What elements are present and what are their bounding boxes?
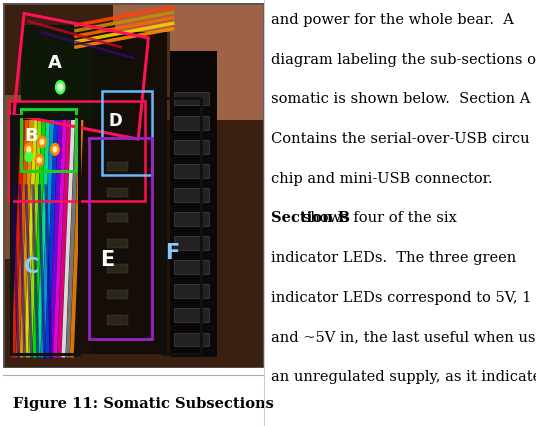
Circle shape xyxy=(53,147,57,153)
Bar xyxy=(174,213,210,227)
Text: D: D xyxy=(108,112,122,130)
Text: chip and mini-USB connector.: chip and mini-USB connector. xyxy=(271,171,492,185)
Circle shape xyxy=(35,155,43,167)
Text: B: B xyxy=(25,127,38,144)
Circle shape xyxy=(38,158,41,164)
Bar xyxy=(89,139,152,340)
Bar xyxy=(174,116,210,130)
Text: Contains the serial-over-USB circu: Contains the serial-over-USB circu xyxy=(271,132,530,146)
Circle shape xyxy=(27,147,31,153)
Text: shows four of the six: shows four of the six xyxy=(299,211,457,225)
Bar xyxy=(107,188,128,197)
Bar xyxy=(107,214,128,223)
Bar xyxy=(21,110,76,172)
Circle shape xyxy=(57,84,63,92)
Text: F: F xyxy=(166,242,180,262)
Bar xyxy=(162,99,202,354)
Text: indicator LEDs.  The three green: indicator LEDs. The three green xyxy=(271,250,516,265)
Circle shape xyxy=(51,144,59,156)
Bar xyxy=(174,236,210,250)
Text: Section B: Section B xyxy=(271,211,349,225)
Circle shape xyxy=(40,140,44,145)
Bar xyxy=(174,141,210,154)
Bar xyxy=(113,4,264,121)
Bar xyxy=(174,164,210,178)
Text: diagram labeling the sub-sections o: diagram labeling the sub-sections o xyxy=(271,52,535,66)
Bar xyxy=(174,333,210,347)
Bar xyxy=(11,117,79,354)
Bar xyxy=(107,265,128,274)
Circle shape xyxy=(25,152,33,162)
Bar xyxy=(21,26,115,121)
Bar xyxy=(3,95,21,259)
Text: and power for the whole bear.  A: and power for the whole bear. A xyxy=(271,13,513,27)
Bar xyxy=(107,290,128,299)
Text: indicator LEDs correspond to 5V, 1: indicator LEDs correspond to 5V, 1 xyxy=(271,290,531,304)
Bar xyxy=(174,285,210,299)
Bar xyxy=(102,92,152,176)
Bar xyxy=(174,189,210,202)
Bar xyxy=(107,163,128,172)
Text: C: C xyxy=(24,256,39,276)
Bar xyxy=(107,316,128,325)
Circle shape xyxy=(25,144,33,156)
Bar xyxy=(174,261,210,274)
Text: A: A xyxy=(48,54,62,72)
Circle shape xyxy=(38,137,46,149)
Bar xyxy=(107,239,128,248)
Bar xyxy=(170,52,217,357)
Text: somatic is shown below.  Section A: somatic is shown below. Section A xyxy=(271,92,530,106)
Text: an unregulated supply, as it indicate: an unregulated supply, as it indicate xyxy=(271,369,536,383)
Text: E: E xyxy=(100,249,114,269)
Text: and ~5V in, the last useful when us: and ~5V in, the last useful when us xyxy=(271,330,535,344)
Bar xyxy=(76,33,167,354)
Bar xyxy=(174,309,210,322)
Circle shape xyxy=(56,81,65,95)
Bar xyxy=(11,103,79,357)
Text: Figure 11: Somatic Subsections: Figure 11: Somatic Subsections xyxy=(13,396,274,410)
Bar xyxy=(92,33,170,354)
Bar xyxy=(174,92,210,106)
